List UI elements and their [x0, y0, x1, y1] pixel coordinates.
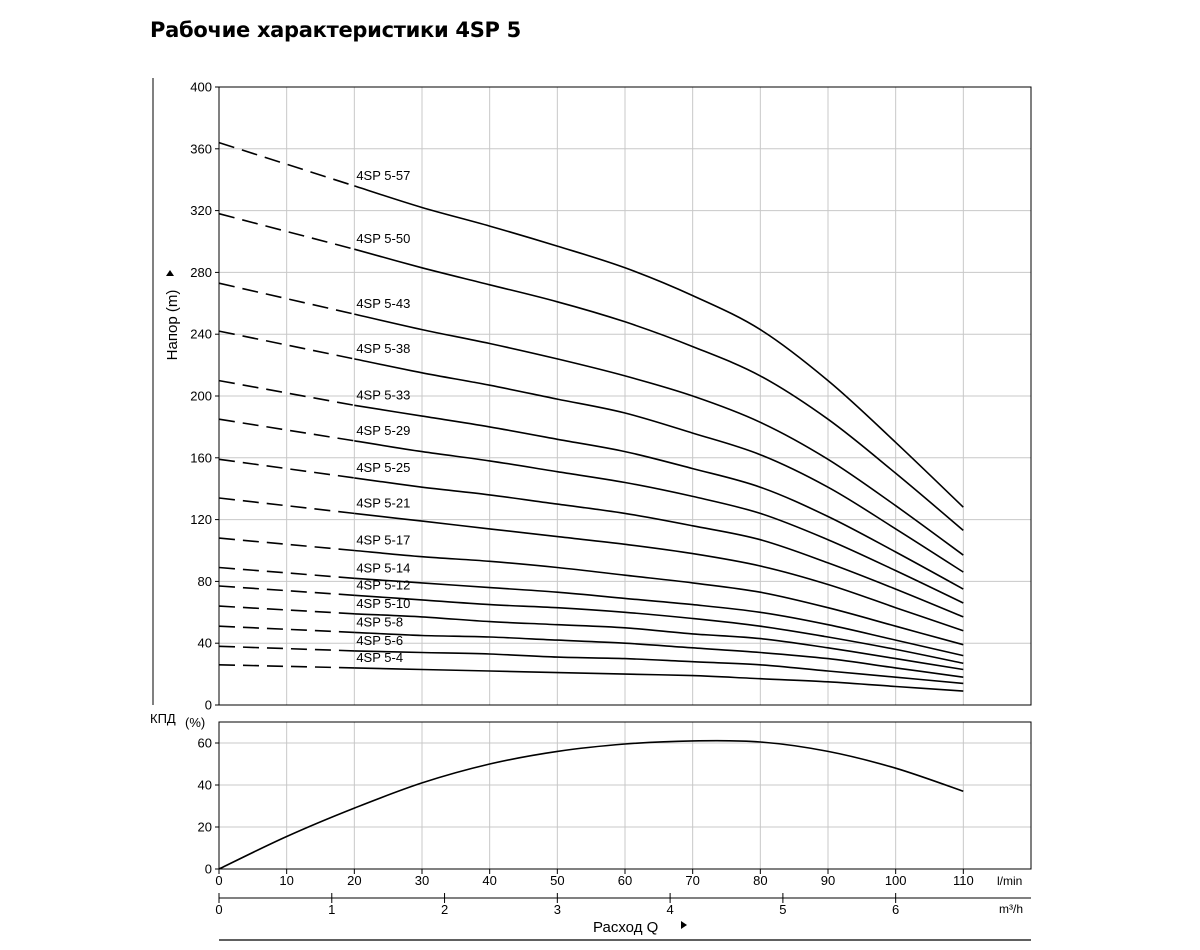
curve-label: 4SP 5-25: [356, 460, 410, 475]
head-curve: [354, 313, 964, 556]
head-y-tick-label: 40: [198, 636, 212, 651]
curve-label: 4SP 5-43: [356, 296, 410, 311]
head-curve: [354, 631, 964, 678]
curve-label: 4SP 5-21: [356, 495, 410, 510]
head-curve: [354, 477, 964, 618]
head-y-tick-label: 120: [190, 512, 212, 527]
x-tick-label: 100: [885, 873, 907, 888]
head-y-axis-title: Напор (m): [164, 290, 181, 361]
head-curve: [354, 404, 964, 590]
curve-label: 4SP 5-12: [356, 577, 410, 592]
x2-tick-label: 0: [215, 902, 222, 917]
head-curve: [354, 613, 964, 671]
head-y-tick-label: 320: [190, 203, 212, 218]
head-curve: [354, 650, 964, 685]
head-y-tick-label: 200: [190, 389, 212, 404]
head-curve: [354, 358, 964, 573]
curve-label: 4SP 5-8: [356, 614, 403, 629]
head-y-tick-label: 0: [205, 698, 212, 713]
curve-label: 4SP 5-17: [356, 533, 410, 548]
curve-label: 4SP 5-57: [356, 168, 410, 183]
x-tick-label: 30: [415, 873, 429, 888]
x2-tick-label: 4: [666, 902, 673, 917]
x-tick-label: 50: [550, 873, 564, 888]
head-curve: [354, 512, 964, 632]
x-tick-label: 10: [279, 873, 293, 888]
x-axis-title: Расход Q: [593, 919, 658, 936]
curve-label: 4SP 5-4: [356, 650, 403, 665]
head-curve: [354, 667, 964, 692]
head-y-tick-label: 160: [190, 450, 212, 465]
x-tick-label: 20: [347, 873, 361, 888]
x-arrow-icon: [681, 921, 687, 929]
head-curve: [354, 440, 964, 604]
x-unit-label: l/min: [997, 874, 1022, 888]
head-y-tick-label: 240: [190, 327, 212, 342]
curve-label: 4SP 5-50: [356, 231, 410, 246]
eff-y-axis-unit: (%): [185, 715, 205, 730]
head-curve: [354, 248, 964, 532]
x2-tick-label: 3: [554, 902, 561, 917]
x-tick-label: 0: [215, 873, 222, 888]
head-curve: [354, 594, 964, 665]
x2-tick-label: 1: [328, 902, 335, 917]
x-tick-label: 80: [753, 873, 767, 888]
curve-label: 4SP 5-29: [356, 423, 410, 438]
eff-y-tick-label: 0: [205, 862, 212, 877]
efficiency-curve: [218, 739, 964, 870]
x2-tick-label: 6: [892, 902, 899, 917]
head-y-tick-label: 400: [190, 80, 212, 95]
x-tick-label: 110: [953, 873, 974, 888]
curve-label: 4SP 5-38: [356, 341, 410, 356]
curve-label: 4SP 5-10: [356, 596, 410, 611]
x-tick-label: 70: [685, 873, 699, 888]
head-y-tick-label: 280: [190, 265, 212, 280]
x2-unit-label: m³/h: [999, 902, 1023, 916]
head-curve: [354, 549, 964, 646]
curve-label: 4SP 5-6: [356, 633, 403, 648]
head-y-tick-label: 360: [190, 141, 212, 156]
head-curve: [354, 185, 964, 508]
x2-tick-label: 5: [779, 902, 786, 917]
head-curve: [354, 577, 964, 657]
curve-label: 4SP 5-33: [356, 387, 410, 402]
eff-y-tick-label: 20: [198, 820, 212, 835]
eff-y-tick-label: 40: [198, 778, 212, 793]
eff-y-tick-label: 60: [198, 736, 212, 751]
eff-y-axis-title: КПД: [150, 711, 176, 726]
x-tick-label: 90: [821, 873, 835, 888]
x2-tick-label: 2: [441, 902, 448, 917]
head-y-tick-label: 80: [198, 574, 212, 589]
x-tick-label: 40: [482, 873, 496, 888]
curve-label: 4SP 5-14: [356, 560, 410, 575]
head-y-arrow-icon: [166, 270, 174, 276]
x-tick-label: 60: [618, 873, 632, 888]
page-title: Рабочие характеристики 4SP 5: [150, 18, 521, 42]
